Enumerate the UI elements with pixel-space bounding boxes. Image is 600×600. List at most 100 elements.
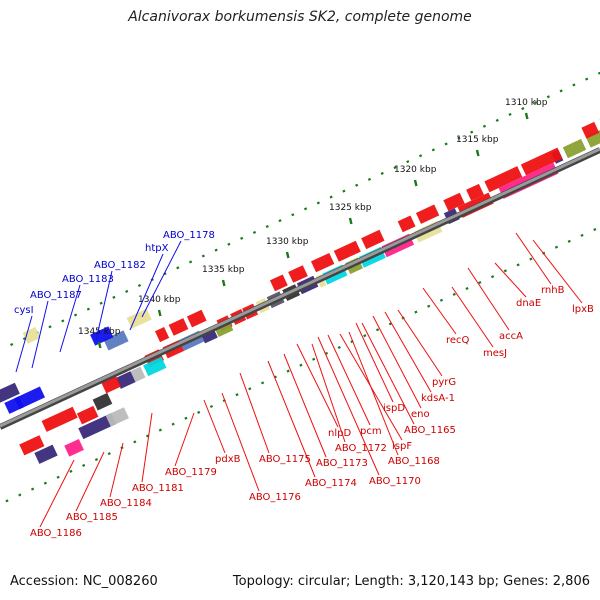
reverse-gene-label[interactable]: ABO_1181 [132, 483, 184, 494]
reverse-gene-label[interactable]: dnaE [516, 298, 541, 309]
kbp-tick-label: 1335 kbp [202, 265, 245, 275]
reverse-gene-label[interactable]: pdxB [215, 454, 241, 465]
reverse-gene-label[interactable]: accA [499, 331, 523, 342]
reverse-gene-label[interactable]: ABO_1184 [100, 498, 152, 509]
forward-gene-label[interactable]: ABO_1182 [94, 260, 146, 271]
upper-rail-dot [61, 319, 65, 323]
reverse-gene-label[interactable]: ABO_1170 [369, 476, 421, 487]
reverse-gene-label[interactable]: kdsA-1 [421, 393, 455, 404]
gene-block [76, 405, 99, 425]
reverse-gene-label[interactable]: ABO_1175 [259, 454, 311, 465]
lower-rail-dot [82, 463, 86, 467]
gene-labels: ABO_1178 htpX ABO_1182 ABO_1183 ABO_1187 cysI… [14, 230, 594, 539]
reverse-gene-label[interactable]: ispD [383, 403, 405, 414]
lower-rail-dot [452, 292, 456, 296]
lower-rail-dot [184, 416, 188, 420]
kbp-tick-mark [97, 341, 102, 349]
forward-gene-label[interactable]: cysI [14, 305, 34, 316]
lower-rail-dot [107, 452, 111, 456]
upper-rail-dot [10, 342, 14, 347]
reverse-leader-line [384, 311, 432, 393]
reverse-gene-label[interactable]: eno [411, 409, 430, 420]
forward-leader-line [141, 240, 182, 318]
kbp-tick-mark [157, 309, 162, 317]
reverse-leader-line [221, 392, 260, 492]
upper-rail-dot [137, 283, 142, 288]
reverse-leader-line [174, 412, 195, 467]
reverse-gene-label[interactable]: ABO_1179 [165, 467, 217, 478]
forward-gene-label[interactable]: ABO_1178 [163, 230, 215, 241]
forward-gene-label[interactable]: ABO_1183 [62, 274, 114, 285]
lower-rail-dot [580, 233, 584, 237]
gene-block [269, 274, 288, 292]
reverse-leader-line [361, 322, 415, 425]
gene-block [126, 308, 152, 329]
upper-rail-dot [278, 219, 282, 223]
lower-rail-dot [171, 422, 175, 426]
reverse-gene-label[interactable]: nlpD [328, 428, 351, 439]
reverse-gene-label[interactable]: ABO_1186 [30, 528, 82, 539]
kbp-tick-mark [475, 149, 480, 157]
lower-rail-dot [209, 404, 214, 408]
reverse-leader-line [283, 353, 327, 458]
lower-rail-dot [414, 310, 418, 314]
upper-rail-dot [546, 95, 550, 99]
upper-rail-dot [214, 248, 218, 252]
forward-leader-line [95, 270, 113, 341]
reverse-gene-label[interactable]: ABO_1165 [404, 425, 456, 436]
reverse-gene-label[interactable]: mesJ [483, 348, 507, 359]
gene-block [581, 121, 600, 139]
lower-rail-dot [516, 263, 520, 267]
upper-rail-dot [559, 89, 563, 93]
label-leaders [15, 232, 583, 528]
lower-rail-dot [30, 487, 35, 491]
forward-gene-label[interactable]: htpX [145, 243, 169, 254]
reverse-gene-label[interactable]: recQ [446, 335, 470, 346]
summary-text: Topology: circular; Length: 3,120,143 bp… [232, 574, 590, 589]
lower-rail-dot [133, 440, 137, 444]
lower-rail-dot [94, 458, 99, 462]
lower-rail-dot [18, 493, 22, 497]
reverse-gene-label[interactable]: ABO_1172 [335, 443, 387, 454]
gene-block [186, 309, 207, 328]
kbp-tick-label: 1315 kbp [456, 135, 499, 145]
upper-rail-dot [240, 236, 244, 240]
gene-block [4, 396, 24, 414]
reverse-leader-line [109, 442, 124, 498]
reverse-gene-label[interactable]: rnhB [541, 285, 565, 296]
lower-rail-dot [478, 281, 482, 285]
upper-rail-dot [227, 242, 231, 246]
reverse-gene-label[interactable]: ABO_1174 [305, 478, 357, 489]
reverse-leader-line [348, 331, 399, 456]
upper-rail-dot [431, 148, 435, 152]
reverse-gene-label[interactable]: ispF [392, 441, 412, 452]
lower-rail-dot [69, 469, 73, 473]
backbone [0, 147, 600, 430]
reverse-gene-label[interactable]: pcm [360, 426, 382, 437]
upper-rail-dot [329, 195, 333, 199]
gene-block [443, 192, 465, 212]
forward-gene-label[interactable]: ABO_1187 [30, 290, 82, 301]
lower-rail-dot [5, 499, 9, 503]
reverse-gene-label[interactable]: ABO_1168 [388, 456, 440, 467]
reverse-leader-line [339, 333, 403, 441]
upper-rail-dot [291, 213, 295, 217]
gene-block [484, 166, 523, 193]
kbp-tick-label: 1340 kbp [138, 295, 181, 305]
kbp-tick-mark [524, 112, 529, 120]
reverse-gene-label[interactable]: ABO_1176 [249, 492, 301, 503]
reverse-gene-label[interactable]: ABO_1185 [66, 512, 118, 523]
gene-block [64, 439, 84, 457]
reverse-gene-label[interactable]: lpxB [572, 304, 594, 315]
reverse-gene-label[interactable]: pyrG [432, 377, 456, 388]
reverse-leader-line [515, 232, 552, 285]
reverse-gene-label[interactable]: ABO_1173 [316, 458, 368, 469]
upper-rail-dot [457, 136, 461, 140]
lower-rail-dot [439, 298, 444, 302]
lower-rail-dot [503, 269, 507, 273]
upper-rail-dot [572, 83, 576, 87]
gene-block [288, 265, 308, 283]
gene-block [168, 318, 189, 336]
reverse-leader-line [494, 262, 527, 298]
